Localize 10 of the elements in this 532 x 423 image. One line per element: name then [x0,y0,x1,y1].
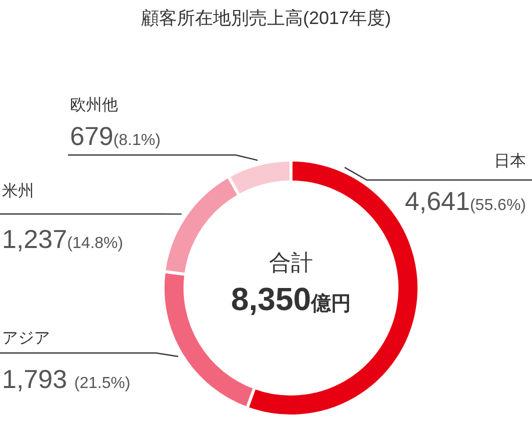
slice-label: 米州 [2,182,34,200]
data-label: 1,793 (21.5%) [2,364,130,394]
slice-label: 欧州他 [70,96,118,114]
text: 8,350億円 [230,281,352,317]
text: 合計 [269,250,313,275]
data-label: 679(8.1%) [70,121,161,151]
data-label: 1,237(14.8%) [2,224,124,254]
slice-label: アジア [2,330,50,347]
data-label: 4,641(55.6%) [404,186,526,216]
chart-title: 顧客所在地別売上高(2017年度) [140,8,392,28]
